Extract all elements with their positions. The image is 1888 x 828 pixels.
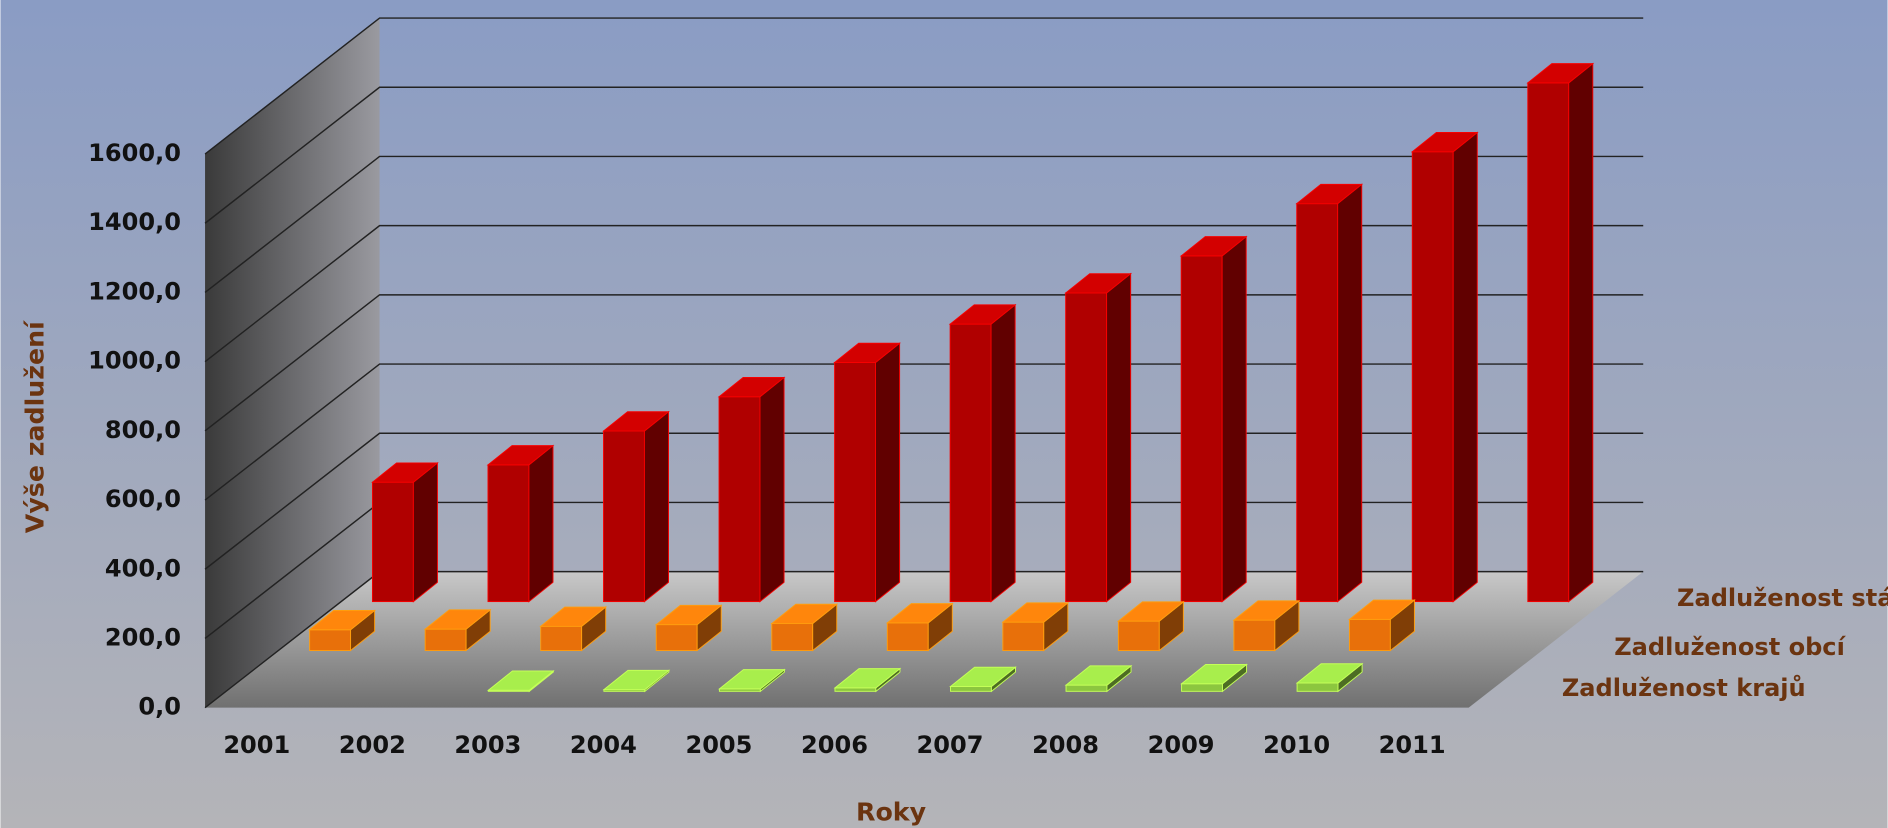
bar-top (948, 304, 1017, 325)
bar-top (1526, 63, 1595, 84)
bar-top (1232, 600, 1301, 621)
bar-top (371, 462, 439, 483)
y-tick-label: 600,0 (105, 485, 181, 513)
bar-front (1065, 684, 1108, 692)
bar-top (486, 445, 555, 466)
bar-front (371, 481, 414, 603)
grid-line (204, 17, 1644, 155)
bar-front (1002, 621, 1045, 652)
bar-top (885, 603, 954, 624)
bar-front (309, 629, 352, 652)
legend-label: Zadluženost krajů (1562, 674, 1806, 702)
bar-top (1295, 663, 1364, 684)
bar-front (950, 686, 992, 692)
bar-front (655, 624, 698, 652)
x-axis-title: Roky (856, 798, 927, 827)
bar-front (1180, 255, 1223, 603)
bar-top (1348, 599, 1416, 620)
bar-side (1337, 183, 1363, 603)
x-tick-label: 2002 (339, 731, 406, 759)
bar-top (308, 610, 377, 631)
x-tick-label: 2007 (917, 731, 984, 759)
bar-front (1527, 82, 1570, 603)
bar-front (1233, 619, 1276, 652)
y-tick-label: 400,0 (105, 554, 181, 582)
x-tick-label: 2010 (1263, 731, 1330, 759)
legend-label: Zadluženost státu (1677, 584, 1888, 612)
bar-side (528, 444, 554, 603)
bar-side (643, 410, 670, 603)
bar-top (1001, 602, 1070, 623)
bar-top (833, 668, 902, 689)
bar-front (540, 625, 583, 652)
bar-side (990, 303, 1016, 603)
bar-top (1064, 273, 1133, 294)
bar-side (875, 342, 901, 603)
bar-top (539, 606, 608, 627)
bar-front (603, 430, 645, 603)
grid-line (204, 224, 1644, 363)
x-tick-label: 2009 (1148, 731, 1215, 759)
bar-front (1411, 151, 1454, 603)
grid-line (204, 86, 1644, 224)
plot: 0,0 200,0 400,0 600,0 800,0 1000,0 1200,0 1400,… (88, 17, 1888, 759)
bar-top (1180, 663, 1248, 685)
bar-front (1296, 682, 1339, 692)
y-tick-label: 0,0 (138, 693, 181, 721)
bar-front (718, 396, 761, 603)
bar-front (1181, 683, 1223, 692)
bar-top (949, 666, 1017, 687)
bar-top (602, 669, 671, 691)
x-tick-label: 2008 (1032, 731, 1099, 759)
bar-front (834, 362, 877, 603)
bar-top (654, 604, 723, 626)
bar-top (486, 670, 555, 691)
bar-top (1179, 236, 1248, 257)
bar-front (771, 623, 814, 652)
bar-side (412, 461, 438, 603)
bar-top (1295, 183, 1364, 205)
y-tick-label: 1000,0 (88, 347, 181, 375)
y-tick-label: 1200,0 (88, 277, 181, 305)
bar-front (1065, 292, 1108, 603)
bar-top (717, 377, 786, 398)
bar-side (1568, 62, 1594, 603)
bar-front (1117, 620, 1160, 652)
x-tick-label: 2001 (223, 731, 290, 759)
bar-side (1106, 272, 1132, 603)
bar-front (424, 628, 467, 652)
bar-top (833, 342, 901, 363)
legend-label: Zadluženost obcí (1614, 633, 1846, 661)
y-tick-label: 1600,0 (88, 139, 181, 167)
bar-top (1410, 132, 1479, 153)
y-tick-label: 1400,0 (88, 208, 181, 236)
bar-front (886, 622, 929, 652)
bar-front (1348, 618, 1391, 652)
bar-front (949, 323, 992, 603)
y-tick-label: 800,0 (105, 416, 181, 444)
bar-side (1452, 131, 1478, 603)
bar-top (1117, 601, 1185, 622)
bar-top (1064, 665, 1133, 686)
x-tick-label: 2005 (685, 731, 752, 759)
bar-side (1221, 235, 1247, 603)
bar-top (602, 411, 670, 432)
bar-top (423, 609, 492, 630)
y-tick-label: 200,0 (105, 623, 181, 651)
y-axis-title: Výše zadlužení (21, 320, 50, 533)
x-tick-label: 2004 (570, 731, 637, 759)
bar-side (759, 376, 785, 603)
bar-front (1296, 203, 1339, 603)
x-tick-label: 2011 (1379, 731, 1446, 759)
grid-line (204, 155, 1644, 294)
x-tick-label: 2003 (454, 731, 521, 759)
bar-front (487, 464, 530, 603)
bar-front (834, 687, 877, 692)
bar-top (770, 603, 839, 625)
bar-top (718, 669, 786, 690)
x-tick-label: 2006 (801, 731, 868, 759)
